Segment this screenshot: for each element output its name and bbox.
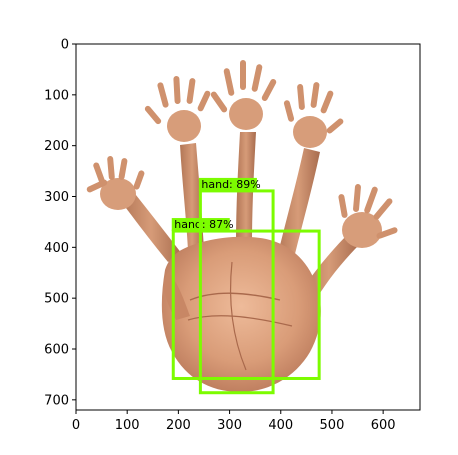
y-tick-label: 400: [44, 241, 69, 256]
small-hand-upper-right: [283, 82, 344, 148]
detection-box-outline: [171, 229, 321, 380]
small-hand-upper-left: [144, 76, 211, 142]
palm-crease-2: [187, 315, 293, 327]
plot-area: hand: 87% hand: 89%: [75, 43, 421, 411]
x-tick-label: 500: [320, 418, 345, 433]
x-tick-label: 600: [371, 418, 396, 433]
x-tick-label: 100: [115, 418, 140, 433]
axes-frame: [75, 43, 421, 411]
arm-upper-right: [276, 148, 320, 266]
x-tick-label: 300: [217, 418, 242, 433]
y-axis: 0 100 200 300 400 500 600 700: [44, 38, 76, 408]
x-tick-label: 200: [166, 418, 191, 433]
big-palm-thumb: [164, 272, 190, 320]
detection-label-bg: [198, 177, 257, 191]
y-tick-label: 700: [44, 393, 69, 408]
palm-crease-3: [229, 261, 247, 371]
y-tick-label: 200: [44, 139, 69, 154]
detection-box: hand: 89%: [198, 177, 275, 395]
y-tick-label: 600: [44, 343, 69, 358]
small-hand-top-center: [210, 60, 277, 130]
arm-left: [120, 190, 182, 262]
detection-label: hand: 87%: [174, 218, 233, 231]
y-tick-label: 0: [61, 38, 69, 53]
x-tick-label: 400: [268, 418, 293, 433]
small-hand-far-left: [86, 156, 145, 210]
y-tick-label: 100: [44, 88, 69, 103]
small-hand-far-right: [338, 184, 398, 248]
palm-crease-1: [189, 292, 281, 301]
detections-layer: hand: 87% hand: 89%: [171, 177, 321, 395]
y-tick-label: 500: [44, 292, 69, 307]
detection-label: hand: 89%: [201, 178, 260, 191]
y-tick-label: 300: [44, 190, 69, 205]
x-tick-label: 0: [72, 418, 80, 433]
detection-box: hand: 87%: [171, 218, 321, 380]
x-axis: 0 100 200 300 400 500 600: [72, 410, 396, 433]
